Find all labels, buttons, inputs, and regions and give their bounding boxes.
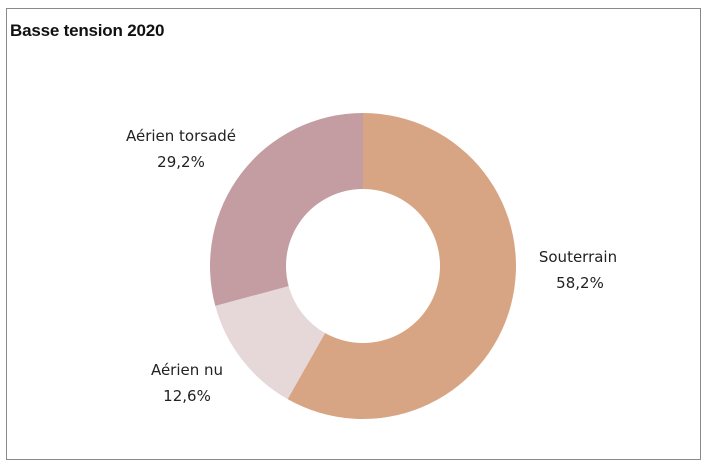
donut-slice-a-rien-nu bbox=[215, 286, 326, 400]
donut-slice-souterrain bbox=[287, 113, 516, 419]
slice-value-souterrain: 58,2% bbox=[556, 274, 604, 292]
slice-value-aerien-torsade: 29,2% bbox=[157, 153, 205, 171]
slice-name-aerien-nu: Aérien nu bbox=[151, 361, 223, 379]
slice-name-souterrain: Souterrain bbox=[539, 248, 617, 266]
donut-slice-a-rien-torsad- bbox=[210, 113, 363, 306]
slice-name-aerien-torsade: Aérien torsadé bbox=[126, 127, 236, 145]
chart-title: Basse tension 2020 bbox=[10, 21, 165, 40]
slice-value-aerien-nu: 12,6% bbox=[163, 387, 211, 405]
